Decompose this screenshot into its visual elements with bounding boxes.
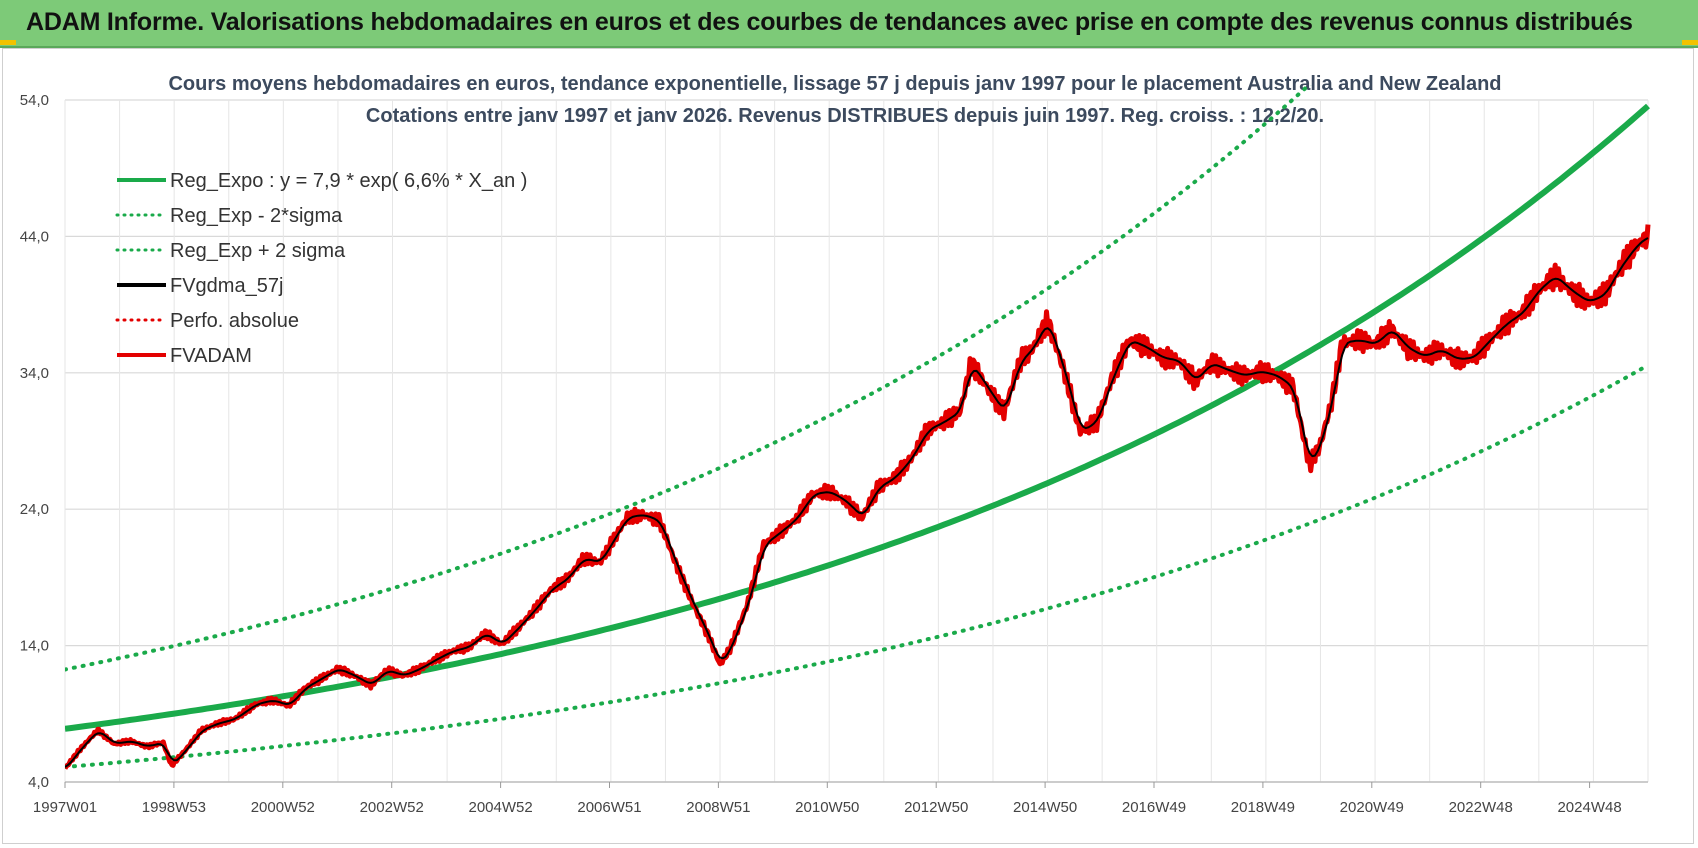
- series-fvadam-line: [65, 224, 1651, 770]
- series-fvgdma-line: [65, 237, 1649, 768]
- trend-upper-line: [65, 85, 1312, 672]
- trend-line: [65, 103, 1650, 732]
- legend-label: Reg_Expo : y = 7,9 * exp( 6,6% * X_an ): [170, 170, 527, 192]
- x-tick-label: 2008W51: [686, 799, 750, 816]
- y-tick-label: 24,0: [20, 501, 49, 518]
- grid: [64, 99, 1649, 783]
- y-tick-label: 14,0: [20, 638, 49, 655]
- chart-title: Cours moyens hebdomadaires en euros, ten…: [168, 73, 1501, 95]
- chart-frame: [2, 48, 1694, 844]
- y-tick-label: 44,0: [20, 228, 49, 245]
- x-tick-label: 2000W52: [251, 799, 315, 816]
- chart-subtitle: Cotations entre janv 1997 et janv 2026. …: [366, 105, 1324, 127]
- corner-mark-right: [1682, 40, 1698, 45]
- x-tick-label: 2018W49: [1231, 799, 1295, 816]
- y-tick-label: 34,0: [20, 365, 49, 382]
- legend-label: Reg_Exp - 2*sigma: [170, 205, 343, 227]
- legend: Reg_Expo : y = 7,9 * exp( 6,6% * X_an ) R…: [115, 170, 527, 367]
- x-tick-label: 2024W48: [1557, 799, 1621, 816]
- y-axis: 4,0 14,0 24,0 34,0 44,0 54,0: [20, 92, 49, 791]
- x-tick-label: 2022W48: [1449, 799, 1513, 816]
- y-tick-label: 54,0: [20, 92, 49, 109]
- x-tick-label: 2010W50: [795, 799, 859, 816]
- trend-lower-line: [65, 363, 1650, 769]
- x-tick-label: 1997W01: [33, 799, 97, 816]
- legend-label: FVADAM: [170, 345, 252, 367]
- plot-lines: [65, 85, 1651, 770]
- x-tick-label: 2002W52: [360, 799, 424, 816]
- legend-label: Perfo. absolue: [170, 310, 299, 332]
- x-tick-label: 2012W50: [904, 799, 968, 816]
- x-tick-label: 2014W50: [1013, 799, 1077, 816]
- x-axis: 1997W01 1998W53 2000W52 2002W52 2004W52 2006W…: [33, 782, 1622, 816]
- legend-label: FVgdma_57j: [170, 275, 283, 297]
- x-tick-label: 2006W51: [577, 799, 641, 816]
- x-tick-label: 2004W52: [468, 799, 532, 816]
- x-tick-label: 1998W53: [142, 799, 206, 816]
- legend-label: Reg_Exp + 2 sigma: [170, 240, 346, 262]
- corner-mark-left: [0, 40, 16, 45]
- header-title: ADAM Informe. Valorisations hebdomadaire…: [26, 8, 1633, 36]
- y-tick-label: 4,0: [28, 774, 49, 791]
- x-tick-label: 2020W49: [1340, 799, 1404, 816]
- header-bar: ADAM Informe. Valorisations hebdomadaire…: [0, 0, 1698, 48]
- x-tick-label: 2016W49: [1122, 799, 1186, 816]
